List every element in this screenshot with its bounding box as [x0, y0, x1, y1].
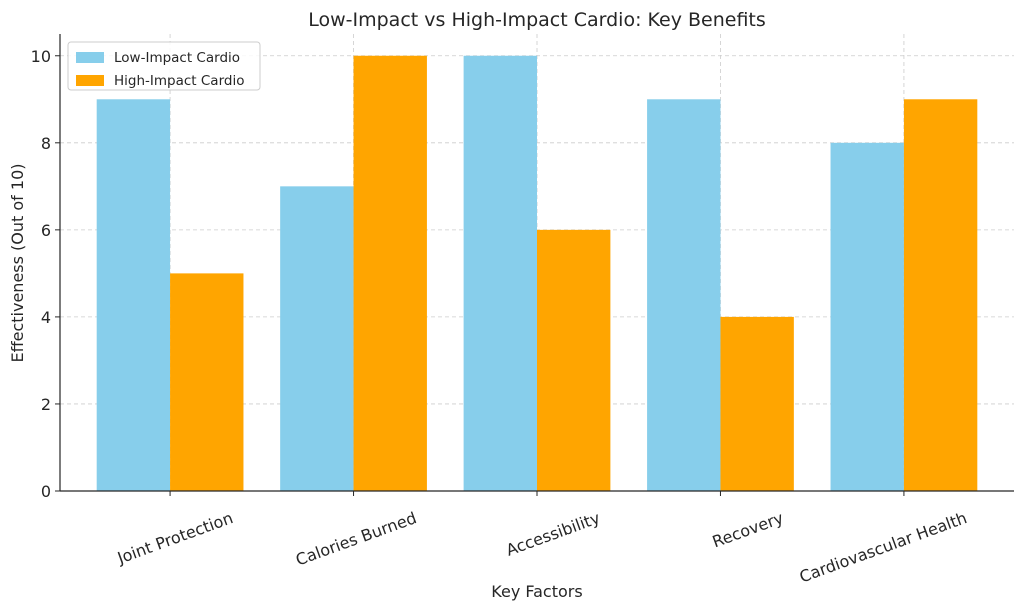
bar-high-impact-cardio-joint-protection [170, 273, 244, 491]
x-tick-label: Joint Protection [114, 508, 236, 568]
y-tick-label: 0 [41, 482, 51, 501]
bar-high-impact-cardio-recovery [720, 316, 794, 491]
y-tick-label: 8 [41, 134, 51, 153]
bar-low-impact-cardio-cardiovascular-health [830, 142, 904, 492]
x-tick-label: Cardiovascular Health [797, 508, 970, 586]
bars-layer [96, 55, 978, 492]
legend-label: High-Impact Cardio [114, 73, 244, 89]
legend: Low-Impact Cardio High-Impact Cardio [67, 41, 261, 91]
x-tick-label: Accessibility [503, 508, 602, 560]
x-tick-label: Recovery [710, 508, 786, 551]
y-axis-label: Effectiveness (Out of 10) [8, 164, 27, 363]
y-tick-label: 6 [41, 221, 51, 240]
chart-title: Low-Impact vs High-Impact Cardio: Key Be… [308, 9, 766, 31]
legend-swatch [76, 52, 104, 63]
bar-low-impact-cardio-recovery [647, 99, 721, 492]
legend-label: Low-Impact Cardio [114, 50, 240, 66]
bar-high-impact-cardio-accessibility [537, 229, 611, 491]
y-tick-label: 2 [41, 395, 51, 414]
bar-low-impact-cardio-joint-protection [96, 99, 171, 492]
y-tick-label: 4 [41, 308, 51, 327]
x-tick-label: Calories Burned [293, 508, 419, 569]
y-tick-label: 10 [31, 47, 51, 66]
bar-low-impact-cardio-accessibility [463, 55, 537, 492]
bar-low-impact-cardio-calories-burned [280, 186, 354, 492]
x-axis-label: Key Factors [491, 582, 582, 601]
legend-swatch [76, 75, 104, 86]
bar-high-impact-cardio-cardiovascular-health [903, 99, 978, 492]
bar-high-impact-cardio-calories-burned [353, 55, 427, 492]
legend-box [67, 41, 261, 91]
